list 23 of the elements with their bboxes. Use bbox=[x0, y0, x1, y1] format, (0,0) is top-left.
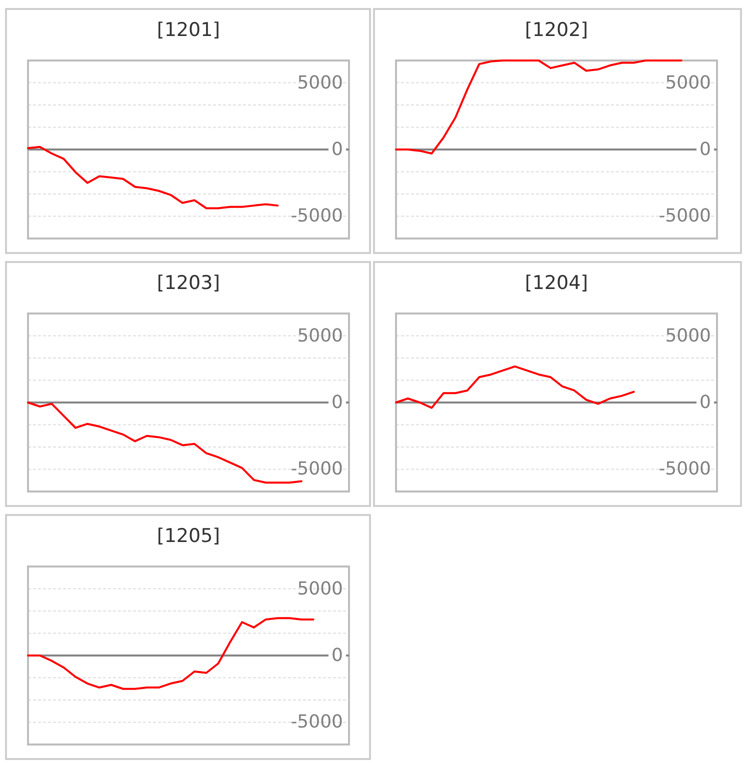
chart-title: [1204] bbox=[524, 272, 588, 294]
y-tick-label: 5000 bbox=[665, 325, 711, 346]
y-tick-label: -5000 bbox=[290, 458, 343, 480]
line-series bbox=[395, 365, 635, 409]
y-tick-label: -5000 bbox=[290, 206, 343, 227]
y-tick-label: 0 bbox=[332, 645, 343, 666]
y-tick-label: 0 bbox=[700, 139, 711, 160]
y-tick-label: 0 bbox=[700, 392, 711, 413]
chart-title: [1202] bbox=[524, 19, 588, 41]
y-tick-label: 5000 bbox=[297, 325, 343, 346]
y-tick-label: 0 bbox=[332, 392, 343, 413]
chart-title: [1203] bbox=[156, 272, 220, 294]
y-tick-label: 5000 bbox=[665, 72, 711, 94]
line-series bbox=[27, 146, 279, 210]
y-tick-label: 5000 bbox=[297, 72, 343, 94]
line-series bbox=[27, 617, 314, 690]
y-tick-label: 5000 bbox=[297, 578, 343, 600]
y-tick-label: -5000 bbox=[658, 458, 711, 480]
y-tick-label: -5000 bbox=[290, 712, 343, 733]
chart-title: [1205] bbox=[156, 525, 220, 547]
y-tick-label: -5000 bbox=[658, 206, 711, 227]
y-tick-label: 0 bbox=[332, 139, 343, 160]
chart-title: [1201] bbox=[156, 19, 220, 41]
